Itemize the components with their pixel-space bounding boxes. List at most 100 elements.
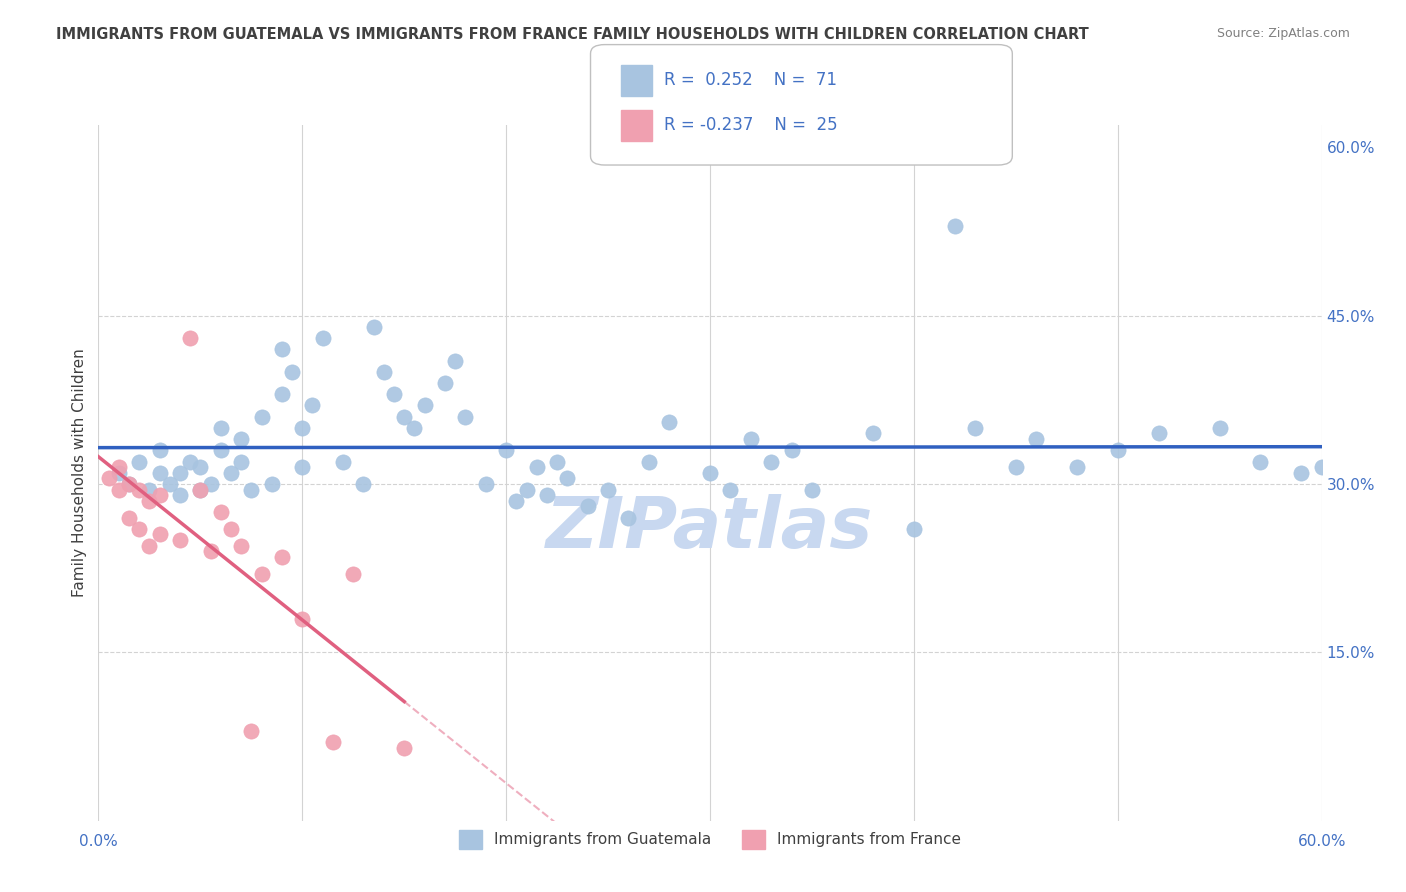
Point: [505, 493, 527, 508]
Point: [118, 477, 141, 491]
Point: [352, 477, 374, 491]
Point: [270, 549, 294, 564]
Point: [108, 460, 131, 475]
Point: [200, 477, 222, 491]
Text: R =  0.252    N =  71: R = 0.252 N = 71: [664, 71, 837, 89]
Point: [200, 544, 222, 558]
Point: [209, 443, 232, 458]
Point: [943, 219, 966, 233]
Point: [270, 387, 294, 401]
Point: [444, 353, 467, 368]
Point: [149, 443, 172, 458]
Point: [1249, 454, 1271, 468]
Point: [138, 483, 160, 497]
Point: [658, 415, 681, 429]
Point: [231, 454, 253, 468]
Point: [404, 421, 426, 435]
Point: [179, 331, 201, 345]
Point: [413, 399, 436, 413]
Point: [516, 483, 538, 497]
Point: [149, 488, 172, 502]
Point: [392, 740, 416, 755]
Text: 60.0%: 60.0%: [1298, 834, 1346, 849]
Point: [740, 432, 762, 446]
Point: [801, 483, 824, 497]
Point: [1310, 460, 1333, 475]
Point: [250, 566, 273, 581]
Point: [1209, 421, 1232, 435]
Text: IMMIGRANTS FROM GUATEMALA VS IMMIGRANTS FROM FRANCE FAMILY HOUSEHOLDS WITH CHILD: IMMIGRANTS FROM GUATEMALA VS IMMIGRANTS …: [56, 27, 1090, 42]
Y-axis label: Family Households with Children: Family Households with Children: [72, 349, 87, 597]
Point: [159, 477, 181, 491]
Point: [138, 493, 160, 508]
Point: [169, 533, 191, 547]
Point: [108, 483, 131, 497]
Point: [546, 454, 568, 468]
Point: [231, 539, 253, 553]
Point: [761, 454, 783, 468]
Text: 0.0%: 0.0%: [79, 834, 118, 849]
Point: [270, 343, 294, 357]
Point: [474, 477, 498, 491]
Point: [291, 421, 314, 435]
Legend: Immigrants from Guatemala, Immigrants from France: Immigrants from Guatemala, Immigrants fr…: [453, 824, 967, 855]
Point: [179, 454, 201, 468]
Point: [720, 483, 742, 497]
Point: [1066, 460, 1088, 475]
Point: [169, 466, 191, 480]
Point: [576, 500, 599, 514]
Point: [903, 522, 925, 536]
Point: [557, 471, 579, 485]
Point: [1025, 432, 1047, 446]
Point: [536, 488, 558, 502]
Point: [188, 483, 212, 497]
Point: [188, 483, 212, 497]
Point: [291, 460, 314, 475]
Point: [342, 566, 364, 581]
Point: [188, 460, 212, 475]
Point: [138, 539, 160, 553]
Point: [382, 387, 405, 401]
Point: [392, 409, 416, 424]
Point: [301, 399, 323, 413]
Point: [617, 510, 640, 524]
Point: [598, 483, 620, 497]
Point: [1107, 443, 1129, 458]
Point: [373, 365, 395, 379]
Point: [526, 460, 548, 475]
Point: [780, 443, 803, 458]
Point: [332, 454, 354, 468]
Point: [209, 505, 232, 519]
Point: [128, 454, 150, 468]
Point: [322, 735, 344, 749]
Point: [219, 466, 242, 480]
Point: [118, 510, 141, 524]
Point: [240, 723, 263, 738]
Point: [1004, 460, 1026, 475]
Point: [108, 466, 131, 480]
Point: [260, 477, 283, 491]
Point: [128, 522, 150, 536]
Point: [1291, 466, 1313, 480]
Point: [240, 483, 263, 497]
Point: [862, 426, 884, 441]
Point: [128, 483, 150, 497]
Point: [97, 471, 120, 485]
Point: [169, 488, 191, 502]
Point: [209, 421, 232, 435]
Text: ZIPatlas: ZIPatlas: [547, 494, 873, 563]
Point: [149, 527, 172, 541]
Point: [363, 319, 385, 334]
Point: [699, 466, 721, 480]
Point: [219, 522, 242, 536]
Text: Source: ZipAtlas.com: Source: ZipAtlas.com: [1216, 27, 1350, 40]
Point: [231, 432, 253, 446]
Point: [312, 331, 335, 345]
Point: [1147, 426, 1170, 441]
Point: [965, 421, 987, 435]
Point: [281, 365, 304, 379]
Point: [149, 466, 172, 480]
Point: [638, 454, 661, 468]
Text: R = -0.237    N =  25: R = -0.237 N = 25: [664, 116, 837, 134]
Point: [118, 477, 141, 491]
